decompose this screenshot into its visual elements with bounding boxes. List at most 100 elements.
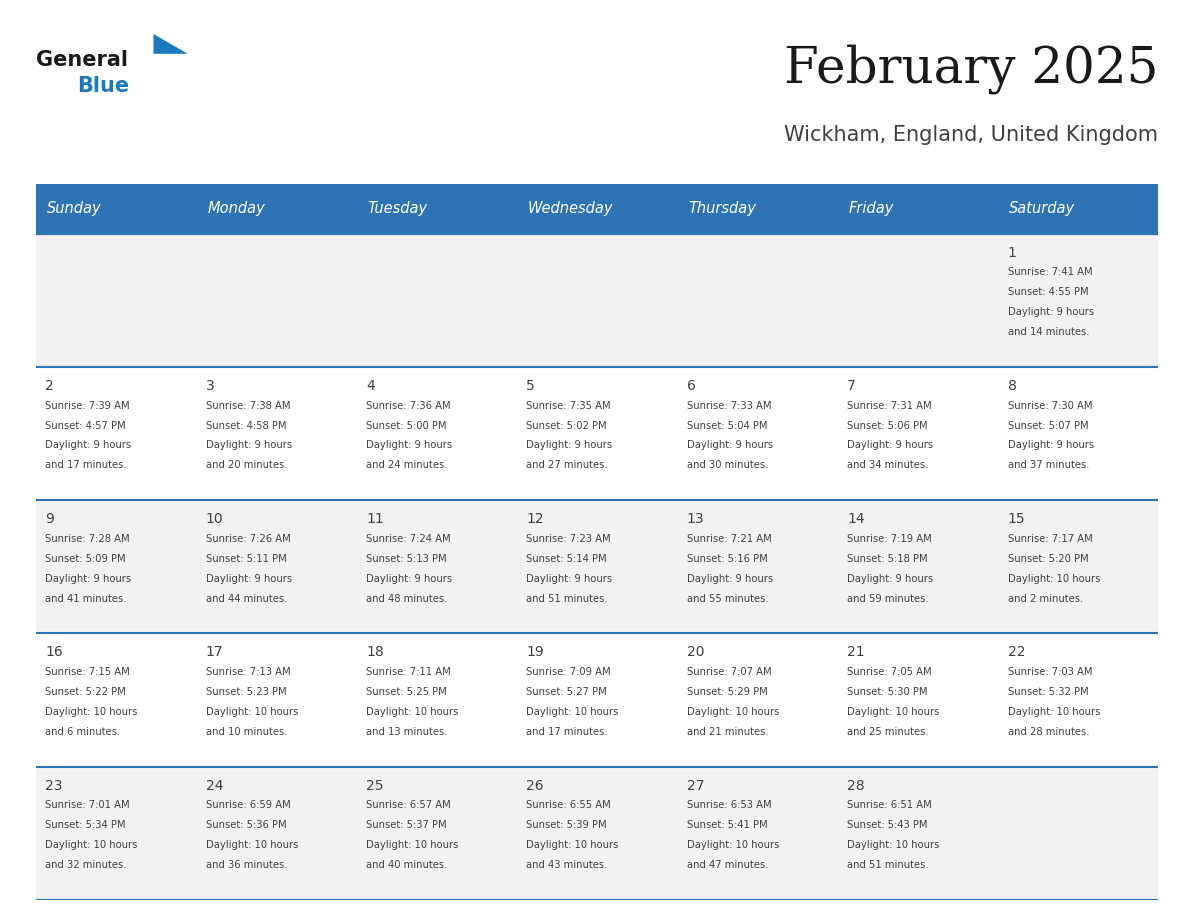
Text: 2: 2 — [45, 379, 53, 393]
Text: and 43 minutes.: and 43 minutes. — [526, 860, 608, 869]
Text: 22: 22 — [1007, 645, 1025, 659]
Text: Daylight: 9 hours: Daylight: 9 hours — [206, 441, 292, 451]
Text: and 59 minutes.: and 59 minutes. — [847, 594, 929, 603]
FancyBboxPatch shape — [36, 767, 196, 900]
Text: Sunset: 5:23 PM: Sunset: 5:23 PM — [206, 687, 286, 697]
Text: Sunset: 5:20 PM: Sunset: 5:20 PM — [1007, 554, 1088, 564]
Text: Sunrise: 6:53 AM: Sunrise: 6:53 AM — [687, 800, 771, 810]
Text: Sunrise: 7:38 AM: Sunrise: 7:38 AM — [206, 400, 290, 410]
Text: Daylight: 10 hours: Daylight: 10 hours — [526, 840, 619, 850]
Text: Tuesday: Tuesday — [367, 201, 428, 217]
Text: Sunset: 5:02 PM: Sunset: 5:02 PM — [526, 420, 607, 431]
Text: Daylight: 10 hours: Daylight: 10 hours — [45, 840, 138, 850]
Text: Daylight: 9 hours: Daylight: 9 hours — [847, 441, 934, 451]
Text: Daylight: 9 hours: Daylight: 9 hours — [1007, 441, 1094, 451]
Text: and 34 minutes.: and 34 minutes. — [847, 461, 929, 470]
FancyBboxPatch shape — [36, 367, 196, 500]
Text: Sunrise: 7:36 AM: Sunrise: 7:36 AM — [366, 400, 450, 410]
FancyBboxPatch shape — [998, 234, 1158, 367]
Text: Sunrise: 6:55 AM: Sunrise: 6:55 AM — [526, 800, 611, 810]
FancyBboxPatch shape — [36, 184, 196, 234]
Text: Daylight: 9 hours: Daylight: 9 hours — [526, 441, 613, 451]
FancyBboxPatch shape — [838, 184, 998, 234]
Text: and 51 minutes.: and 51 minutes. — [847, 860, 929, 869]
FancyBboxPatch shape — [838, 633, 998, 767]
Text: Daylight: 9 hours: Daylight: 9 hours — [45, 441, 132, 451]
Text: Sunset: 4:57 PM: Sunset: 4:57 PM — [45, 420, 126, 431]
Text: Sunrise: 6:59 AM: Sunrise: 6:59 AM — [206, 800, 290, 810]
Text: Sunset: 5:29 PM: Sunset: 5:29 PM — [687, 687, 767, 697]
Text: and 25 minutes.: and 25 minutes. — [847, 727, 929, 736]
Text: and 40 minutes.: and 40 minutes. — [366, 860, 448, 869]
Text: Sunrise: 7:03 AM: Sunrise: 7:03 AM — [1007, 666, 1092, 677]
Text: 10: 10 — [206, 512, 223, 526]
Text: Daylight: 10 hours: Daylight: 10 hours — [687, 707, 779, 717]
FancyBboxPatch shape — [677, 633, 838, 767]
Text: Sunset: 5:39 PM: Sunset: 5:39 PM — [526, 820, 607, 830]
Text: Daylight: 9 hours: Daylight: 9 hours — [526, 574, 613, 584]
Text: Sunrise: 7:35 AM: Sunrise: 7:35 AM — [526, 400, 611, 410]
FancyBboxPatch shape — [998, 500, 1158, 633]
Text: 12: 12 — [526, 512, 544, 526]
Text: 4: 4 — [366, 379, 374, 393]
FancyBboxPatch shape — [356, 184, 517, 234]
Text: Daylight: 9 hours: Daylight: 9 hours — [45, 574, 132, 584]
Text: Sunset: 5:43 PM: Sunset: 5:43 PM — [847, 820, 928, 830]
Text: Sunrise: 7:21 AM: Sunrise: 7:21 AM — [687, 533, 771, 543]
Text: Daylight: 9 hours: Daylight: 9 hours — [366, 574, 453, 584]
Text: and 48 minutes.: and 48 minutes. — [366, 594, 448, 603]
Text: Sunrise: 7:41 AM: Sunrise: 7:41 AM — [1007, 267, 1092, 277]
Text: Sunset: 5:13 PM: Sunset: 5:13 PM — [366, 554, 447, 564]
Text: 13: 13 — [687, 512, 704, 526]
Text: 14: 14 — [847, 512, 865, 526]
Text: Blue: Blue — [77, 76, 129, 95]
Text: and 32 minutes.: and 32 minutes. — [45, 860, 127, 869]
Text: 8: 8 — [1007, 379, 1017, 393]
Text: Sunrise: 7:23 AM: Sunrise: 7:23 AM — [526, 533, 611, 543]
FancyBboxPatch shape — [517, 767, 677, 900]
Text: Daylight: 10 hours: Daylight: 10 hours — [45, 707, 138, 717]
Text: Daylight: 10 hours: Daylight: 10 hours — [206, 707, 298, 717]
FancyBboxPatch shape — [517, 500, 677, 633]
Text: Sunrise: 7:05 AM: Sunrise: 7:05 AM — [847, 666, 931, 677]
Text: Daylight: 9 hours: Daylight: 9 hours — [687, 441, 773, 451]
Text: Daylight: 10 hours: Daylight: 10 hours — [366, 840, 459, 850]
Text: 17: 17 — [206, 645, 223, 659]
Text: and 28 minutes.: and 28 minutes. — [1007, 727, 1089, 736]
FancyBboxPatch shape — [998, 633, 1158, 767]
Text: 1: 1 — [1007, 246, 1017, 260]
Text: Sunrise: 7:01 AM: Sunrise: 7:01 AM — [45, 800, 129, 810]
Text: and 13 minutes.: and 13 minutes. — [366, 727, 448, 736]
FancyBboxPatch shape — [517, 633, 677, 767]
Text: 26: 26 — [526, 778, 544, 792]
Text: 25: 25 — [366, 778, 384, 792]
FancyBboxPatch shape — [196, 234, 356, 367]
FancyBboxPatch shape — [838, 367, 998, 500]
Text: Daylight: 10 hours: Daylight: 10 hours — [847, 707, 940, 717]
Text: Sunset: 5:16 PM: Sunset: 5:16 PM — [687, 554, 767, 564]
Text: February 2025: February 2025 — [784, 44, 1158, 94]
Text: and 30 minutes.: and 30 minutes. — [687, 461, 769, 470]
FancyBboxPatch shape — [36, 633, 196, 767]
Text: Daylight: 9 hours: Daylight: 9 hours — [1007, 308, 1094, 318]
Text: 21: 21 — [847, 645, 865, 659]
Text: and 47 minutes.: and 47 minutes. — [687, 860, 769, 869]
Text: Friday: Friday — [848, 201, 895, 217]
Text: 7: 7 — [847, 379, 855, 393]
FancyBboxPatch shape — [36, 234, 196, 367]
Text: Sunset: 5:41 PM: Sunset: 5:41 PM — [687, 820, 767, 830]
FancyBboxPatch shape — [838, 234, 998, 367]
Text: Sunset: 5:00 PM: Sunset: 5:00 PM — [366, 420, 447, 431]
Text: Sunset: 5:11 PM: Sunset: 5:11 PM — [206, 554, 286, 564]
Text: Sunset: 5:30 PM: Sunset: 5:30 PM — [847, 687, 928, 697]
Text: Sunset: 4:58 PM: Sunset: 4:58 PM — [206, 420, 286, 431]
FancyBboxPatch shape — [998, 767, 1158, 900]
FancyBboxPatch shape — [196, 367, 356, 500]
FancyBboxPatch shape — [677, 367, 838, 500]
Text: and 20 minutes.: and 20 minutes. — [206, 461, 287, 470]
Text: and 37 minutes.: and 37 minutes. — [1007, 461, 1089, 470]
FancyBboxPatch shape — [356, 500, 517, 633]
Text: Daylight: 10 hours: Daylight: 10 hours — [847, 840, 940, 850]
Text: General: General — [36, 50, 127, 71]
FancyBboxPatch shape — [356, 767, 517, 900]
